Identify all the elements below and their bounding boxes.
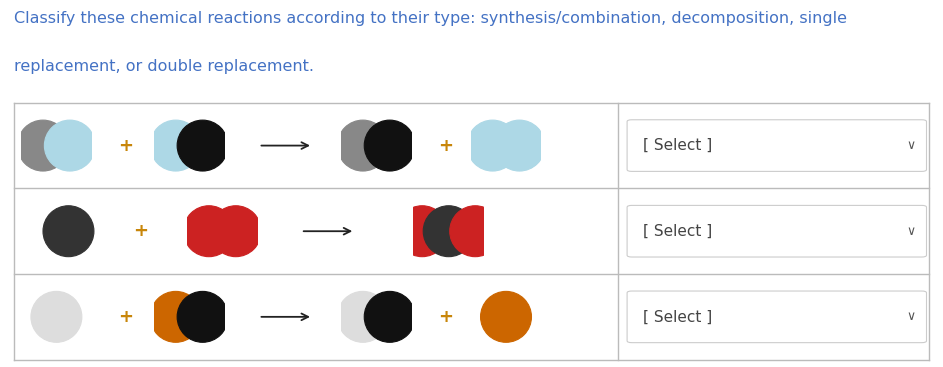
Circle shape	[338, 291, 389, 342]
Text: +: +	[133, 222, 148, 240]
Circle shape	[494, 120, 545, 171]
Text: +: +	[118, 137, 133, 155]
Text: +: +	[438, 308, 454, 326]
Circle shape	[184, 206, 235, 257]
Circle shape	[210, 206, 261, 257]
Text: +: +	[118, 308, 133, 326]
Circle shape	[31, 291, 82, 342]
Text: ∨: ∨	[906, 310, 915, 323]
Circle shape	[467, 120, 518, 171]
Circle shape	[364, 291, 415, 342]
Text: [ Select ]: [ Select ]	[643, 309, 712, 324]
Circle shape	[150, 291, 201, 342]
Circle shape	[43, 206, 94, 257]
Circle shape	[481, 291, 532, 342]
Text: Classify these chemical reactions according to their type: synthesis/combination: Classify these chemical reactions accord…	[14, 11, 847, 26]
Circle shape	[177, 120, 228, 171]
Circle shape	[18, 120, 69, 171]
Text: ∨: ∨	[906, 225, 915, 238]
Circle shape	[150, 120, 201, 171]
Circle shape	[338, 120, 389, 171]
Text: [ Select ]: [ Select ]	[643, 138, 712, 153]
Circle shape	[423, 206, 474, 257]
Text: +: +	[438, 137, 454, 155]
Circle shape	[44, 120, 95, 171]
Circle shape	[364, 120, 415, 171]
Circle shape	[397, 206, 448, 257]
Text: replacement, or double replacement.: replacement, or double replacement.	[14, 59, 314, 74]
Circle shape	[177, 291, 228, 342]
Text: ∨: ∨	[906, 139, 915, 152]
Circle shape	[450, 206, 501, 257]
Text: [ Select ]: [ Select ]	[643, 224, 712, 239]
